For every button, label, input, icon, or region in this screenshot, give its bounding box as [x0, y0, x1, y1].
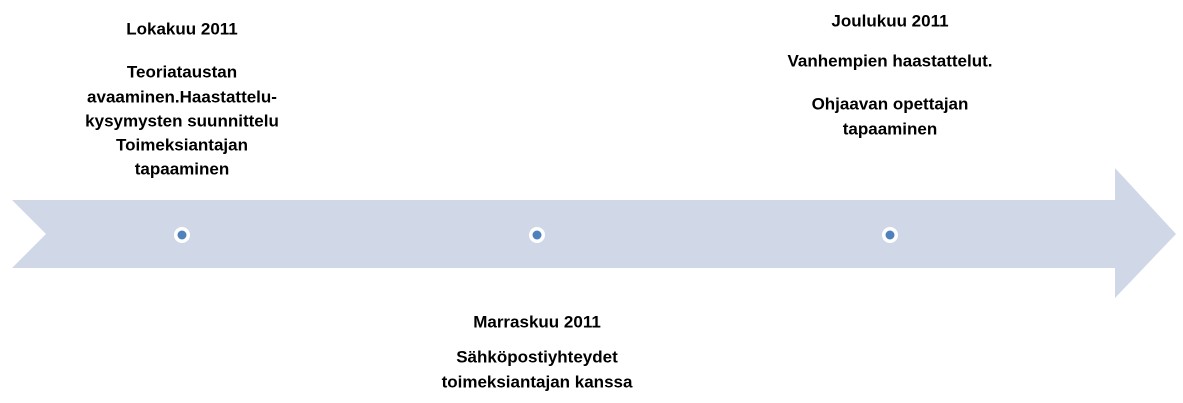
event-date: Lokakuu 2011 — [126, 19, 238, 38]
event-date: Marraskuu 2011 — [473, 312, 601, 331]
event-text: tapaaminen — [135, 159, 229, 178]
event-text: avaaminen.Haastattelu- — [87, 87, 277, 106]
event-text: Toimeksiantajan — [116, 135, 248, 154]
milestone-dot — [529, 227, 545, 243]
event-text: Ohjaavan opettajan — [812, 94, 969, 113]
event-date: Joulukuu 2011 — [831, 11, 948, 30]
milestone-dot — [174, 227, 190, 243]
event-text: Vanhempien haastattelut. — [788, 51, 993, 70]
event-text: kysymysten suunnittelu — [85, 111, 279, 130]
timeline-arrow — [12, 168, 1176, 298]
event-text: toimeksiantajan kanssa — [442, 372, 633, 391]
event-text: Teoriataustan — [127, 62, 237, 81]
event-text: Sähköpostiyhteydet — [456, 347, 618, 366]
milestone-dot — [882, 227, 898, 243]
event-text: tapaaminen — [843, 119, 937, 138]
